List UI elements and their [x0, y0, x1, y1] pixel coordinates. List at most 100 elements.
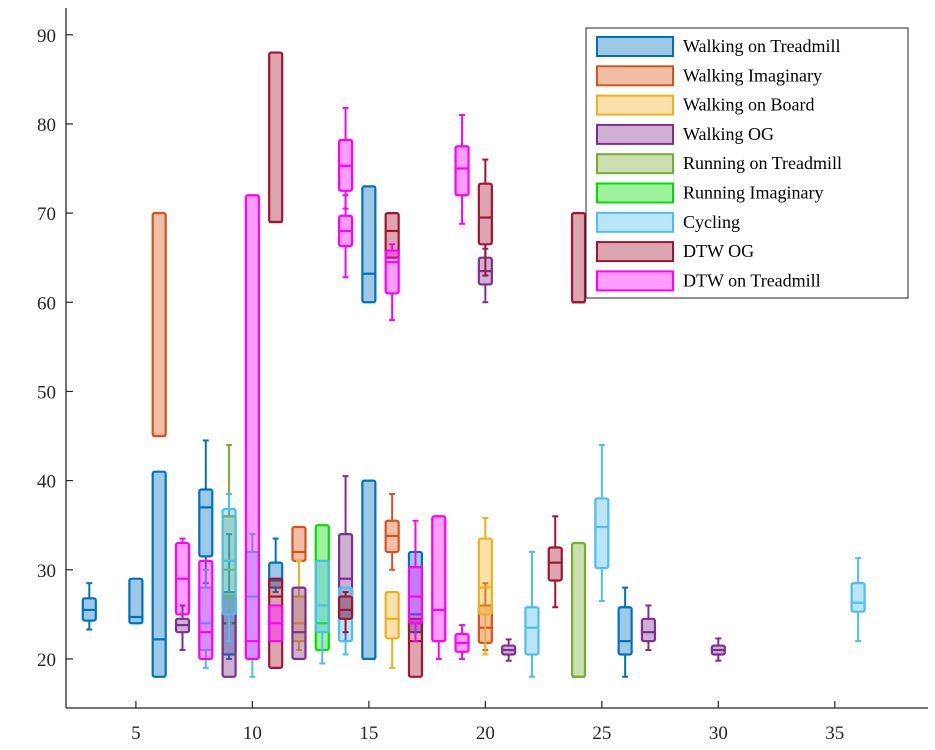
box-body: [850, 582, 866, 613]
box-body: [570, 211, 587, 304]
box-body: [291, 525, 307, 562]
box-7-2: [221, 492, 237, 643]
legend-item-6: Running Imaginary: [596, 182, 823, 204]
box-8-5: [407, 617, 424, 678]
box-8-3: [337, 591, 354, 634]
x-tick-label: 20: [476, 723, 495, 744]
x-tick-label: 25: [592, 723, 611, 744]
box-4-1: [174, 604, 191, 652]
box-body: [291, 586, 307, 661]
box-4-3: [291, 586, 307, 661]
box-body: [361, 479, 377, 661]
legend-swatch: [596, 94, 674, 116]
boxes-layer: [81, 51, 866, 678]
legend-label: Cycling: [683, 212, 740, 232]
series-9: [174, 106, 470, 661]
legend-label: Walking Imaginary: [683, 65, 822, 85]
y-tick-label: 40: [37, 472, 56, 493]
axes: [65, 8, 928, 709]
box-1-1: [81, 582, 97, 631]
y-tick-label: 90: [37, 26, 56, 47]
legend-swatch: [596, 241, 674, 263]
box-1-3: [151, 470, 167, 678]
box-body: [617, 606, 633, 656]
box-9-8: [407, 519, 424, 643]
legend-label: Walking OG: [683, 124, 774, 144]
legend-item-2: Walking Imaginary: [596, 65, 822, 87]
legend-swatch: [596, 270, 674, 292]
series-2: [151, 211, 493, 652]
box-body: [454, 145, 470, 197]
x-tick-label: 15: [359, 723, 378, 744]
box-3-3: [477, 517, 493, 656]
box-1-2: [128, 577, 144, 625]
legend-label: Walking on Board: [683, 95, 815, 115]
legend-swatch: [596, 153, 674, 175]
legend-frame: [585, 27, 909, 299]
box-7-7: [594, 443, 610, 602]
box-5-2: [570, 541, 587, 678]
box-9-10: [454, 114, 470, 225]
box-2-1: [151, 211, 167, 438]
legend-swatch: [596, 65, 674, 87]
box-2-2: [291, 525, 307, 562]
box-body: [384, 211, 400, 259]
y-tick-label: 30: [37, 561, 56, 582]
box-body: [547, 546, 563, 582]
box-9-4: [268, 604, 284, 643]
box-body: [244, 194, 260, 661]
box-9-6: [337, 194, 354, 279]
box-body: [151, 211, 167, 438]
box-9-3: [244, 194, 260, 661]
box-body: [570, 541, 587, 678]
box-body: [524, 606, 540, 656]
box-body: [384, 249, 400, 295]
series-1: [81, 185, 633, 678]
legend-label: Walking on Treadmill: [683, 36, 841, 56]
legend-swatch: [596, 36, 674, 57]
legend-swatch: [596, 182, 674, 204]
y-tick-label: 60: [37, 293, 56, 314]
box-4-7: [640, 604, 657, 652]
box-8-1: [268, 51, 284, 224]
legend-label: Running Imaginary: [683, 183, 823, 203]
ticks-layer: 5 10 15 20 25 30 35 20 30 40 50 60 70 80 90: [37, 26, 844, 744]
box-body: [431, 515, 447, 643]
legend-label: DTW OG: [683, 241, 754, 261]
box-2-3: [384, 492, 400, 571]
box-body: [477, 537, 493, 616]
box-8-4: [384, 211, 400, 259]
x-tick-label: 5: [131, 723, 141, 744]
x-tick-label: 30: [709, 723, 728, 744]
box-body: [198, 559, 214, 661]
box-1-6: [268, 537, 284, 594]
box-9-11: [454, 624, 470, 660]
legend-item-1: Walking on Treadmill: [596, 36, 841, 57]
legend: Walking on Treadmill Walking Imaginary Wal…: [585, 27, 909, 299]
box-1-8: [361, 479, 377, 661]
y-tick-label: 80: [37, 115, 56, 136]
legend-item-8: DTW OG: [596, 241, 754, 263]
box-7-6: [524, 550, 540, 678]
box-9-9: [431, 515, 447, 660]
box-4-8: [710, 637, 726, 662]
y-tick-label: 20: [37, 650, 56, 671]
box-body: [407, 566, 424, 625]
legend-item-9: DTW on Treadmill: [596, 270, 821, 292]
box-body: [337, 595, 354, 620]
legend-item-5: Running on Treadmill: [596, 153, 842, 175]
legend-label: DTW on Treadmill: [683, 270, 821, 290]
series-7: [198, 443, 866, 678]
legend-swatch: [596, 123, 674, 145]
y-tick-label: 70: [37, 204, 56, 225]
box-body: [128, 577, 144, 625]
box-7-4: [314, 559, 330, 665]
box-body: [594, 497, 610, 570]
box-4-6: [501, 638, 517, 662]
box-9-2: [198, 559, 214, 661]
box-body: [477, 182, 493, 246]
box-body: [361, 185, 377, 304]
box-9-5: [337, 106, 354, 210]
legend-item-7: Cycling: [596, 211, 740, 233]
